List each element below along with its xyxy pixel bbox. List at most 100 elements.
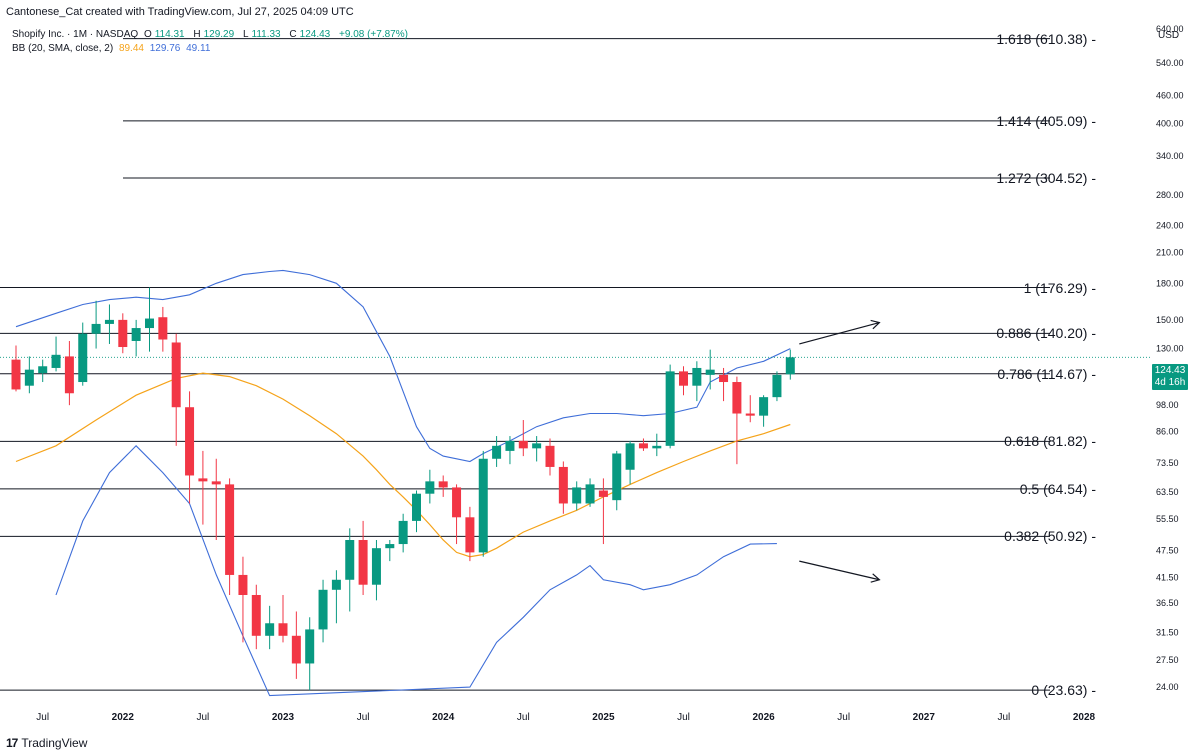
fib-label-5: 0.786 (114.67) -: [997, 365, 1096, 382]
candle-2024-11[interactable]: [572, 481, 582, 511]
fib-label-6: 0.618 (81.82) -: [1004, 433, 1096, 450]
candle-2021-12[interactable]: [104, 304, 114, 344]
candle-2024-03[interactable]: [465, 506, 475, 562]
low-label: L: [242, 29, 249, 40]
candle-2023-03[interactable]: [305, 617, 315, 691]
candle-2022-01[interactable]: [118, 313, 128, 354]
candle-2023-06[interactable]: [345, 528, 355, 612]
candle-2022-07[interactable]: [198, 450, 208, 525]
candle-2025-02[interactable]: [612, 450, 622, 511]
high-label: H: [193, 29, 201, 40]
candle-2025-10[interactable]: [719, 367, 729, 402]
bb-upper-line: [15, 269, 791, 463]
x-tick-label: Jul: [677, 712, 690, 723]
trend-arrows: [799, 319, 881, 583]
candle-2021-09[interactable]: [64, 340, 74, 406]
trend-arrow-1[interactable]: [799, 560, 881, 583]
candle-2023-11[interactable]: [412, 490, 421, 533]
y-tick-label: 280.00: [1156, 190, 1184, 200]
fib-label-9: 0 (23.63) -: [1031, 682, 1096, 699]
y-tick-label: 540.00: [1156, 58, 1184, 68]
candle-2026-02[interactable]: [772, 371, 782, 402]
candle-2022-05[interactable]: [171, 333, 181, 446]
candle-2024-12[interactable]: [585, 478, 595, 507]
candle-2022-06[interactable]: [185, 391, 195, 504]
candle-2022-09[interactable]: [225, 478, 235, 595]
candle-2022-02[interactable]: [131, 319, 141, 357]
fib-label-8: 0.382 (50.92) -: [1004, 528, 1096, 545]
candle-2021-10[interactable]: [78, 322, 88, 386]
candle-2021-07[interactable]: [38, 359, 48, 383]
trend-arrow-0[interactable]: [799, 319, 881, 345]
candlesticks: [11, 287, 795, 691]
candle-2024-09[interactable]: [545, 438, 555, 476]
candle-2023-08[interactable]: [371, 540, 381, 601]
y-tick-label: 150.00: [1156, 315, 1184, 325]
open-value: 114.31: [154, 29, 185, 40]
candle-2024-05[interactable]: [492, 436, 502, 467]
candle-2025-11[interactable]: [732, 376, 742, 465]
candle-2023-04[interactable]: [318, 579, 328, 643]
candle-2022-12[interactable]: [265, 605, 275, 650]
candle-2023-05[interactable]: [331, 570, 341, 624]
y-tick-label: 63.50: [1156, 487, 1179, 497]
candle-2021-06[interactable]: [24, 356, 34, 394]
indicator-legend: BB (20, SMA, close, 2) 89.44 129.76 49.1…: [12, 43, 213, 54]
bb-lower-value: 49.11: [186, 43, 211, 54]
x-tick-label: Jul: [998, 712, 1011, 723]
candle-2022-03[interactable]: [145, 287, 154, 352]
tradingview-logo-icon: 17: [6, 736, 18, 750]
candle-2021-08[interactable]: [51, 336, 61, 372]
candle-2022-11[interactable]: [251, 584, 261, 650]
candle-2026-01[interactable]: [759, 395, 769, 427]
attribution-text: Cantonese_Cat created with TradingView.c…: [6, 6, 354, 18]
candle-2026-03[interactable]: [785, 349, 795, 380]
candle-2025-03[interactable]: [625, 440, 635, 485]
candle-2025-09[interactable]: [705, 349, 715, 390]
candle-2021-05[interactable]: [11, 345, 21, 392]
price-axis[interactable]: 24.00 27.50 31.50 36.50 41.50 47.50 55.50 63.50…: [1156, 24, 1184, 692]
candle-2024-01[interactable]: [438, 475, 448, 497]
y-tick-label: 460.00: [1156, 90, 1184, 100]
y-tick-label: 640.00: [1156, 24, 1184, 34]
candle-2025-04[interactable]: [638, 438, 648, 451]
candle-2025-06[interactable]: [665, 364, 675, 449]
y-tick-label: 98.00: [1156, 400, 1179, 410]
candle-2023-02[interactable]: [291, 611, 301, 679]
x-tick-label: Jul: [197, 712, 210, 723]
x-tick-label: 2028: [1073, 712, 1096, 723]
tradingview-logo[interactable]: 17 TradingView: [6, 736, 87, 750]
candle-2022-10[interactable]: [238, 556, 248, 643]
bollinger-bands: [0, 269, 1150, 697]
candle-2023-07[interactable]: [358, 520, 368, 595]
symbol-title[interactable]: Shopify Inc. · 1M · NASDAQ: [12, 29, 139, 40]
x-tick-label: Jul: [36, 712, 49, 723]
candle-2023-09[interactable]: [385, 540, 395, 562]
candle-2023-12[interactable]: [425, 469, 435, 504]
candle-2025-07[interactable]: [679, 366, 688, 396]
currency-label[interactable]: USD: [1158, 30, 1180, 41]
x-tick-label: Jul: [517, 712, 530, 723]
time-axis[interactable]: Jul 2022 Jul 2023 Jul 2024 Jul 2025 Jul 2026 Jul 20…: [36, 712, 1095, 723]
candle-2024-04[interactable]: [478, 450, 488, 557]
candle-2023-01[interactable]: [278, 594, 288, 643]
candle-2023-10[interactable]: [398, 513, 408, 553]
indicator-name[interactable]: BB (20, SMA, close, 2): [12, 43, 114, 54]
y-tick-label: 73.50: [1156, 458, 1179, 468]
candle-2021-11[interactable]: [91, 300, 101, 349]
candle-2022-04[interactable]: [158, 306, 168, 352]
candle-2024-10[interactable]: [558, 461, 568, 514]
candle-2024-02[interactable]: [452, 484, 462, 545]
candle-2022-08[interactable]: [211, 458, 221, 541]
candle-2024-08[interactable]: [532, 436, 542, 462]
candle-2025-08[interactable]: [692, 361, 702, 402]
candle-2025-12[interactable]: [745, 395, 755, 423]
candle-2025-05[interactable]: [652, 433, 662, 457]
candle-2025-01[interactable]: [598, 478, 608, 545]
y-tick-label: 210.00: [1156, 247, 1184, 257]
fib-label-1: 1.414 (405.09) -: [996, 112, 1096, 129]
bb-basis-value: 89.44: [118, 43, 144, 54]
candle-2024-06[interactable]: [505, 436, 515, 465]
candle-2024-07[interactable]: [518, 420, 528, 457]
